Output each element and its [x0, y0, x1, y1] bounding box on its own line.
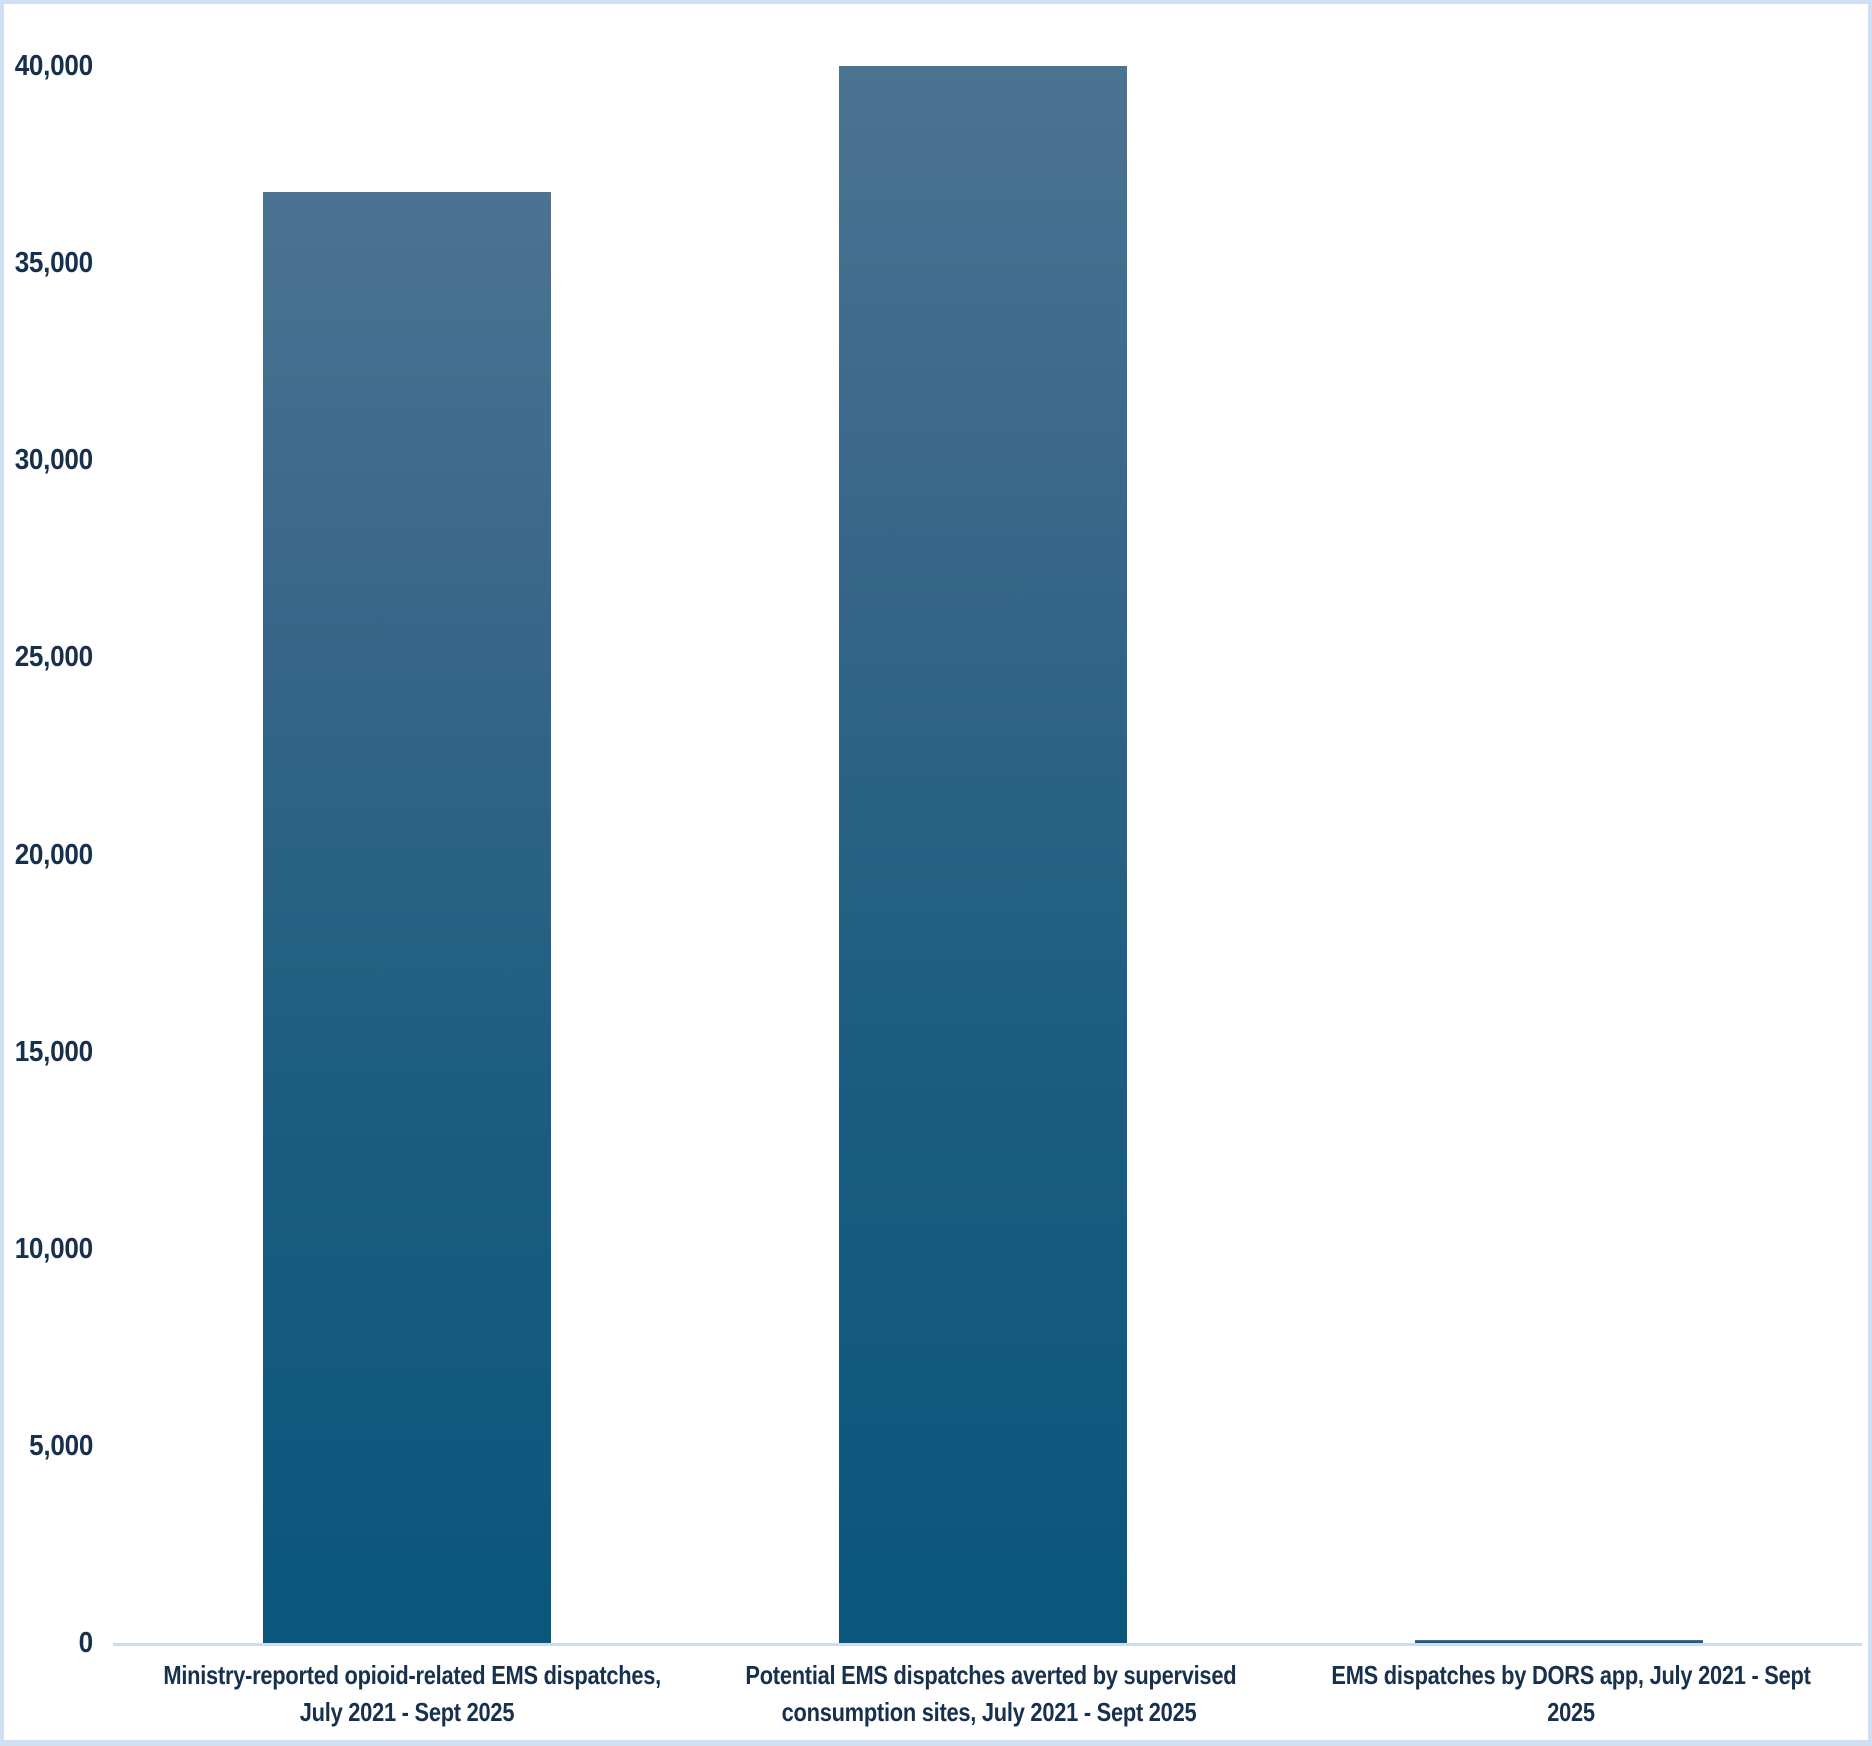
category-label-dors-app: EMS dispatches by DORS app, July 2021 - … [1327, 1657, 1814, 1731]
y-tick-label: 40,000 [14, 50, 93, 82]
category-label-potential-averted: Potential EMS dispatches averted by supe… [745, 1657, 1237, 1731]
category-label-line: 2025 [1547, 1697, 1595, 1727]
category-label-line: consumption sites, July 2021 - Sept 2025 [781, 1697, 1197, 1727]
y-tick-label: 15,000 [14, 1035, 93, 1068]
y-tick-label: 35,000 [14, 247, 93, 280]
bar-ministry-reported-ems-dispatches [263, 192, 551, 1643]
x-axis-line [113, 1643, 1862, 1646]
y-tick-label: 20,000 [14, 838, 93, 871]
y-tick-label: 0 [78, 1627, 94, 1659]
category-label-line: Ministry-reported opioid-related EMS dis… [163, 1660, 661, 1690]
bar-potential-ems-dispatches-averted [839, 66, 1127, 1643]
y-tick-label: 10,000 [14, 1232, 93, 1265]
y-tick-label: 25,000 [14, 641, 93, 674]
category-label-line: EMS dispatches by DORS app, July 2021 - … [1331, 1660, 1811, 1690]
y-tick-label: 5,000 [29, 1429, 93, 1462]
category-label-line: Potential EMS dispatches averted by supe… [745, 1660, 1237, 1690]
category-label-ministry-reported: Ministry-reported opioid-related EMS dis… [163, 1657, 661, 1731]
category-label-line: July 2021 - Sept 2025 [299, 1697, 515, 1727]
bar-ems-dispatches-dors-app [1415, 1640, 1703, 1643]
y-tick-label: 30,000 [14, 444, 93, 477]
